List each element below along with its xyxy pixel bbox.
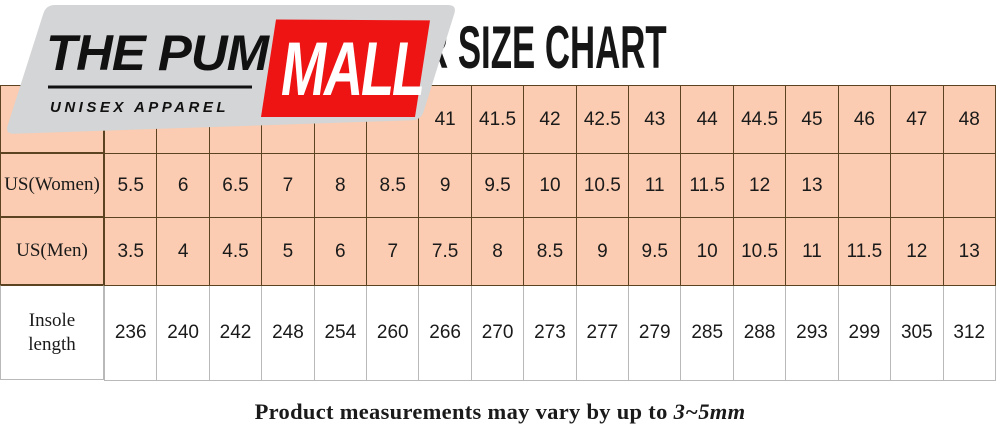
svg-text:UNISEX APPAREL: UNISEX APPAREL	[50, 99, 229, 116]
svg-text:MALL: MALL	[281, 27, 423, 112]
svg-text:THE PUM: THE PUM	[46, 25, 270, 81]
